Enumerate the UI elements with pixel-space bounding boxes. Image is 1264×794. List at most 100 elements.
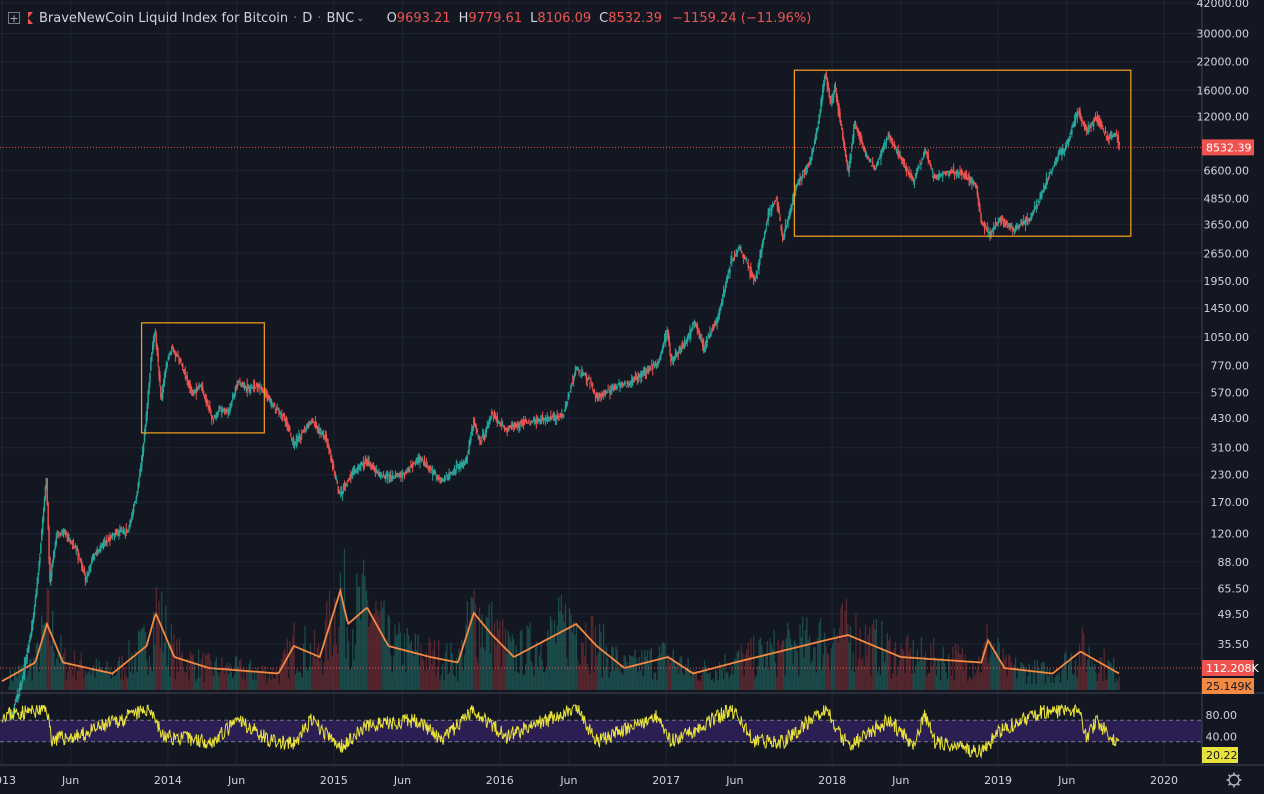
candle-body xyxy=(594,394,597,397)
candle-body xyxy=(417,459,419,461)
volume-bar xyxy=(969,677,972,690)
candle-body xyxy=(778,209,780,214)
candle-body xyxy=(1020,222,1022,224)
candle-body xyxy=(179,359,181,363)
volume-bar xyxy=(402,664,404,690)
volume-bar xyxy=(926,676,928,690)
candle-body xyxy=(478,437,480,439)
candle-body xyxy=(757,264,759,270)
volume-bar xyxy=(758,640,760,690)
candle-body xyxy=(718,309,720,319)
candle-body xyxy=(697,329,699,332)
candle-body xyxy=(783,235,785,240)
candle-body xyxy=(636,377,639,380)
price-axis-label: 88.00 xyxy=(1218,556,1250,569)
candle-body xyxy=(257,384,259,387)
volume-bar xyxy=(559,611,561,690)
candle-body xyxy=(915,173,918,177)
volume-bar xyxy=(982,650,984,690)
volume-bar xyxy=(601,677,603,690)
volume-bar xyxy=(1059,682,1062,690)
volume-bar xyxy=(334,598,336,690)
volume-bar xyxy=(693,671,695,690)
candle-body xyxy=(557,415,559,419)
volume-bar xyxy=(465,624,467,690)
candle-body xyxy=(447,476,449,478)
volume-bar xyxy=(971,679,973,690)
candle-body xyxy=(732,259,734,261)
volume-bar xyxy=(341,587,343,690)
volume-bar xyxy=(15,673,17,690)
add-symbol-icon[interactable]: + xyxy=(8,11,20,25)
volume-bar xyxy=(110,678,112,690)
candle-body xyxy=(146,403,148,416)
candle-body xyxy=(397,475,399,477)
volume-bar xyxy=(695,671,698,690)
volume-bar xyxy=(672,649,674,690)
volume-bar xyxy=(387,615,389,690)
candle-body xyxy=(459,464,461,469)
candle-body xyxy=(103,542,106,547)
exchange-label[interactable]: BNC xyxy=(326,10,355,26)
candle-body xyxy=(1024,223,1027,225)
volume-bar xyxy=(1009,655,1011,690)
candle-body xyxy=(392,474,394,480)
volume-bar xyxy=(421,657,423,690)
candle-body xyxy=(739,249,741,251)
candle-body xyxy=(97,551,99,554)
interval-label[interactable]: D xyxy=(302,10,313,26)
volume-bar xyxy=(262,665,264,690)
volume-bar xyxy=(489,653,492,690)
volume-bar xyxy=(540,644,542,690)
volume-bar xyxy=(789,638,792,690)
volume-bar xyxy=(193,663,196,690)
candle-body xyxy=(122,530,124,532)
candle-body xyxy=(525,420,528,423)
candle-body xyxy=(922,158,924,160)
volume-bar xyxy=(965,662,968,690)
volume-bar xyxy=(233,675,235,690)
flag-icon[interactable] xyxy=(28,12,33,24)
candle-body xyxy=(977,196,980,200)
volume-bar xyxy=(264,666,267,690)
candle-body xyxy=(789,211,791,216)
candle-body xyxy=(516,424,519,429)
candle-body xyxy=(713,324,716,326)
candle-body xyxy=(1018,225,1020,228)
candle-body xyxy=(362,460,365,467)
volume-bar xyxy=(271,667,273,690)
chevron-down-icon[interactable]: ⌄ xyxy=(356,12,365,24)
candle-body xyxy=(498,422,500,424)
candle-body xyxy=(231,400,233,406)
volume-bar xyxy=(836,634,838,690)
candle-body xyxy=(754,277,757,281)
candle-body xyxy=(112,534,115,536)
candle-body xyxy=(273,403,276,406)
candle-body xyxy=(45,478,48,489)
candle-body xyxy=(353,469,356,472)
candle-body xyxy=(590,379,592,383)
candle-body xyxy=(769,208,771,210)
volume-bar xyxy=(496,618,498,690)
candle-body xyxy=(1086,129,1089,133)
settings-gear-icon[interactable] xyxy=(1226,772,1242,788)
candle-body xyxy=(1008,226,1010,228)
candle-body xyxy=(30,633,32,639)
candle-body xyxy=(940,174,942,176)
candle-body xyxy=(1048,174,1050,178)
candle-body xyxy=(822,88,824,98)
volume-bar xyxy=(823,632,826,690)
candle-body xyxy=(638,374,640,377)
volume-bar xyxy=(526,625,528,690)
candle-body xyxy=(513,425,516,427)
candle-body xyxy=(588,377,590,379)
time-axis-label: 2014 xyxy=(154,774,182,787)
symbol-title[interactable]: BraveNewCoin Liquid Index for Bitcoin xyxy=(39,10,289,26)
candle-body xyxy=(284,420,287,422)
candle-body xyxy=(586,380,589,382)
volume-bar xyxy=(653,671,655,690)
candle-body xyxy=(903,162,906,165)
volume-bar xyxy=(712,678,714,690)
volume-bar xyxy=(924,651,927,690)
